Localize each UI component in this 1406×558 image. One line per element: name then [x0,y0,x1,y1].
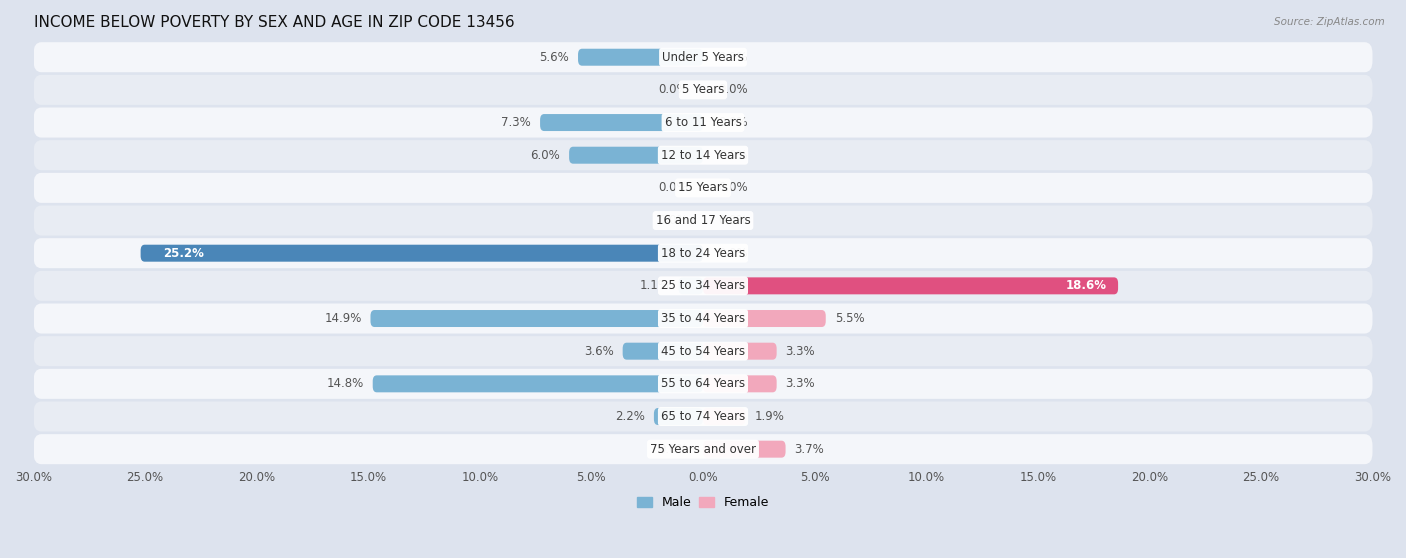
FancyBboxPatch shape [540,114,703,131]
Legend: Male, Female: Male, Female [631,492,775,514]
FancyBboxPatch shape [703,310,825,327]
Text: 2.2%: 2.2% [614,410,645,423]
Text: Source: ZipAtlas.com: Source: ZipAtlas.com [1274,17,1385,27]
Text: 25.2%: 25.2% [163,247,204,259]
Text: 3.3%: 3.3% [786,345,815,358]
Text: 18 to 24 Years: 18 to 24 Years [661,247,745,259]
FancyBboxPatch shape [654,408,703,425]
Text: 5.5%: 5.5% [835,312,865,325]
FancyBboxPatch shape [34,238,1372,268]
FancyBboxPatch shape [34,336,1372,366]
Text: 6 to 11 Years: 6 to 11 Years [665,116,741,129]
Text: 18.6%: 18.6% [1066,280,1107,292]
Text: 3.7%: 3.7% [794,442,824,456]
FancyBboxPatch shape [34,434,1372,464]
Text: 25 to 34 Years: 25 to 34 Years [661,280,745,292]
Text: 0.0%: 0.0% [718,181,748,194]
Text: 65 to 74 Years: 65 to 74 Years [661,410,745,423]
Text: 0.0%: 0.0% [718,83,748,97]
FancyBboxPatch shape [34,304,1372,334]
Text: 14.8%: 14.8% [326,377,364,391]
Text: 16 and 17 Years: 16 and 17 Years [655,214,751,227]
Text: 75 Years and over: 75 Years and over [650,442,756,456]
Text: 0.0%: 0.0% [718,148,748,162]
Text: 12 to 14 Years: 12 to 14 Years [661,148,745,162]
FancyBboxPatch shape [703,376,776,392]
FancyBboxPatch shape [703,408,745,425]
Text: 3.6%: 3.6% [583,345,614,358]
FancyBboxPatch shape [34,140,1372,170]
FancyBboxPatch shape [703,343,776,360]
Text: 6.0%: 6.0% [530,148,560,162]
Text: 0.0%: 0.0% [718,116,748,129]
FancyBboxPatch shape [578,49,703,66]
FancyBboxPatch shape [623,343,703,360]
Text: 0.0%: 0.0% [658,181,688,194]
Text: 1.9%: 1.9% [755,410,785,423]
Text: Under 5 Years: Under 5 Years [662,51,744,64]
FancyBboxPatch shape [569,147,703,163]
Text: 7.3%: 7.3% [502,116,531,129]
FancyBboxPatch shape [34,401,1372,431]
FancyBboxPatch shape [373,376,703,392]
Text: 1.1%: 1.1% [640,280,669,292]
FancyBboxPatch shape [141,245,703,262]
Text: 35 to 44 Years: 35 to 44 Years [661,312,745,325]
FancyBboxPatch shape [34,271,1372,301]
FancyBboxPatch shape [371,310,703,327]
FancyBboxPatch shape [703,277,1118,295]
Text: 5.6%: 5.6% [540,51,569,64]
Text: INCOME BELOW POVERTY BY SEX AND AGE IN ZIP CODE 13456: INCOME BELOW POVERTY BY SEX AND AGE IN Z… [34,15,515,30]
Text: 45 to 54 Years: 45 to 54 Years [661,345,745,358]
Text: 0.0%: 0.0% [658,83,688,97]
FancyBboxPatch shape [679,277,703,295]
Text: 15 Years: 15 Years [678,181,728,194]
Text: 14.9%: 14.9% [325,312,361,325]
Text: 0.0%: 0.0% [718,51,748,64]
Text: 0.0%: 0.0% [718,214,748,227]
FancyBboxPatch shape [34,369,1372,399]
Text: 0.0%: 0.0% [718,247,748,259]
FancyBboxPatch shape [34,75,1372,105]
FancyBboxPatch shape [703,441,786,458]
Text: 5 Years: 5 Years [682,83,724,97]
Text: 3.3%: 3.3% [786,377,815,391]
Text: 0.0%: 0.0% [658,214,688,227]
FancyBboxPatch shape [34,42,1372,72]
FancyBboxPatch shape [34,205,1372,235]
Text: 0.0%: 0.0% [658,442,688,456]
FancyBboxPatch shape [34,173,1372,203]
Text: 55 to 64 Years: 55 to 64 Years [661,377,745,391]
FancyBboxPatch shape [34,108,1372,138]
